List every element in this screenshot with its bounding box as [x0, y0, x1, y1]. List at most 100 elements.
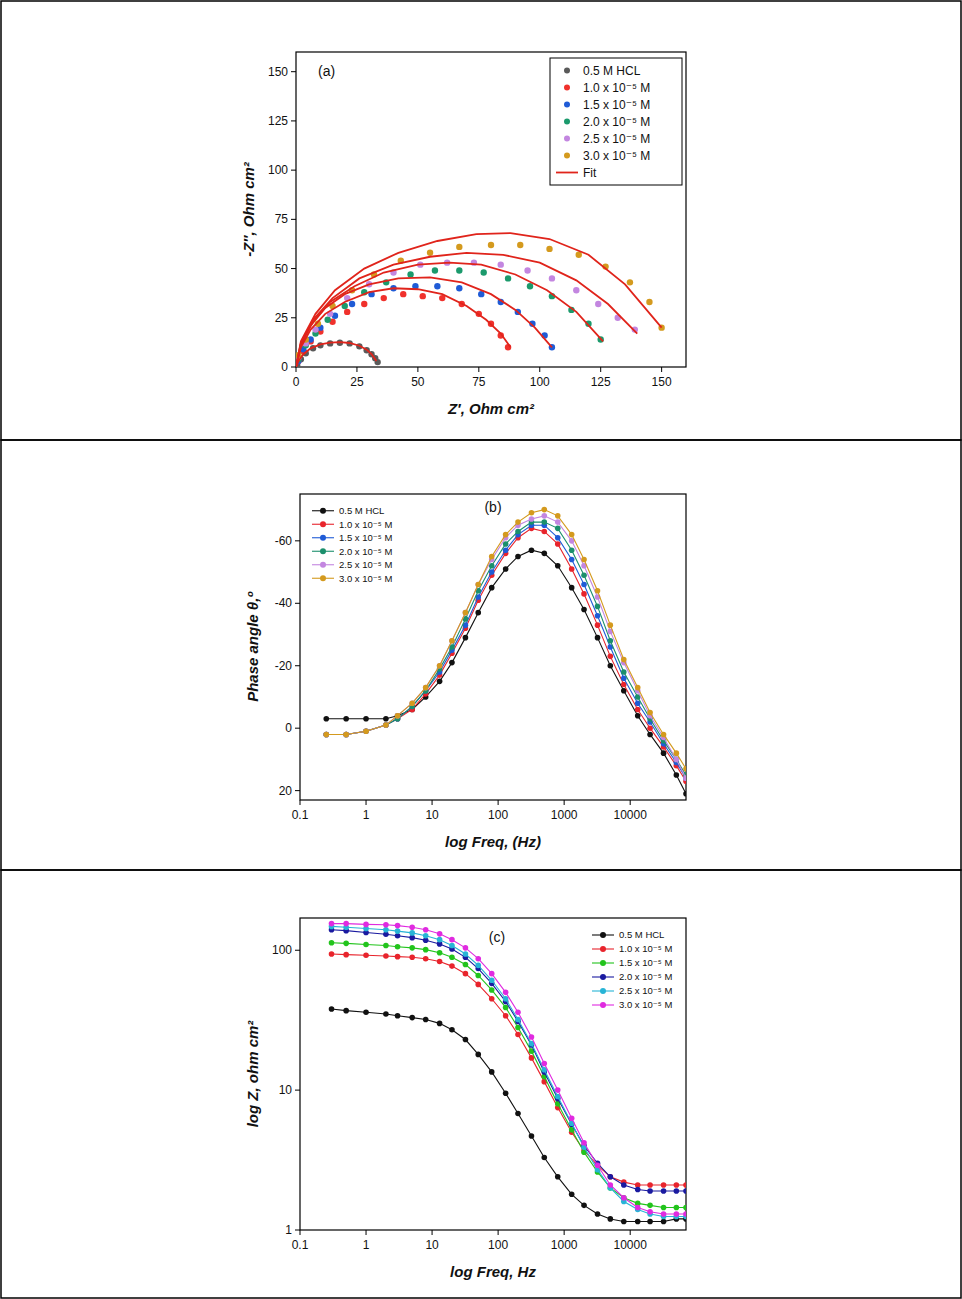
- data-point: [541, 519, 547, 525]
- data-point: [621, 1195, 627, 1201]
- data-point: [529, 547, 535, 553]
- data-point: [383, 722, 389, 728]
- x-tick-label: 100: [488, 808, 508, 822]
- data-point: [383, 953, 389, 959]
- data-point: [475, 982, 481, 988]
- series-line: [296, 263, 603, 367]
- data-point: [383, 927, 389, 933]
- plot-area: [323, 507, 686, 797]
- y-tick: [295, 728, 300, 729]
- data-point: [621, 657, 627, 663]
- data-point: [647, 732, 653, 738]
- data-point: [343, 732, 349, 738]
- plot-area: [296, 233, 665, 367]
- data-point: [608, 1216, 614, 1222]
- data-point: [395, 928, 401, 934]
- x-tick-label: 1: [363, 1238, 370, 1252]
- legend: 0.5 M HCL1.0 x 10⁻⁵ M1.5 x 10⁻⁵ M2.0 x 1…: [312, 505, 392, 584]
- x-tick-label: 10: [425, 808, 439, 822]
- data-point: [475, 963, 481, 969]
- panel-border: [1, 870, 961, 1298]
- legend-label: 0.5 M HCL: [583, 64, 641, 78]
- data-point: [395, 713, 401, 719]
- data-point: [409, 700, 415, 706]
- data-point: [661, 1205, 667, 1211]
- data-point: [363, 729, 369, 735]
- x-tick-label: 1000: [551, 1238, 578, 1252]
- data-point: [674, 750, 680, 756]
- data-point: [395, 713, 401, 719]
- data-point: [608, 638, 614, 644]
- data-point: [449, 937, 455, 943]
- data-point: [683, 766, 686, 772]
- data-point: [581, 1140, 587, 1146]
- data-point: [343, 952, 349, 958]
- y-tick: [291, 170, 296, 171]
- series: [329, 1006, 686, 1224]
- data-point: [503, 1090, 509, 1096]
- data-point: [627, 279, 633, 285]
- data-point: [423, 685, 429, 691]
- data-point: [674, 757, 680, 763]
- data-point: [363, 729, 369, 735]
- legend-marker: [600, 974, 606, 980]
- series-line: [296, 342, 376, 367]
- data-point: [383, 922, 389, 928]
- data-point: [423, 685, 429, 691]
- data-point: [515, 529, 521, 535]
- data-point: [395, 923, 401, 929]
- data-point: [323, 732, 329, 738]
- data-point: [437, 937, 443, 943]
- y-tick: [295, 540, 300, 541]
- y-tick: [291, 120, 296, 121]
- y-axis-label: log Z, ohm cm²: [244, 1020, 261, 1128]
- data-point: [515, 519, 521, 525]
- figure: 02550751001251500255075100125150Z′, Ohm …: [0, 0, 962, 1299]
- y-tick-label: 1: [285, 1223, 292, 1237]
- legend-marker: [320, 521, 326, 527]
- legend-label: Fit: [583, 166, 597, 180]
- data-point: [343, 732, 349, 738]
- data-point: [503, 541, 509, 547]
- data-point: [595, 635, 601, 641]
- series-line: [332, 926, 686, 1216]
- legend-label: 0.5 M HCL: [339, 505, 384, 516]
- data-point: [488, 242, 494, 248]
- x-tick: [478, 367, 479, 372]
- data-point: [647, 1188, 653, 1194]
- data-point: [463, 951, 469, 957]
- x-tick-label: 10: [425, 1238, 439, 1252]
- data-point: [363, 922, 369, 928]
- x-tick: [366, 1230, 367, 1235]
- y-tick: [291, 219, 296, 220]
- data-point: [363, 942, 369, 948]
- data-point: [595, 588, 601, 594]
- legend-label: 1.0 x 10⁻⁵ M: [339, 519, 392, 530]
- x-tick: [356, 367, 357, 372]
- data-point: [363, 953, 369, 959]
- series: [296, 340, 381, 367]
- x-tick-label: 10000: [614, 1238, 648, 1252]
- y-tick-label: 100: [268, 163, 288, 177]
- data-point: [529, 1133, 535, 1139]
- data-point: [329, 921, 335, 927]
- legend-label: 3.0 x 10⁻⁵ M: [619, 999, 672, 1010]
- data-point: [581, 582, 587, 588]
- y-tick-label: 20: [279, 784, 293, 798]
- data-point: [383, 716, 389, 722]
- data-point: [635, 707, 641, 713]
- data-point: [661, 1182, 667, 1188]
- data-point: [343, 732, 349, 738]
- x-axis-label: log Freq, (Hz): [445, 833, 541, 850]
- data-point: [395, 954, 401, 960]
- panel-border: [1, 1, 961, 440]
- y-tick: [291, 367, 296, 368]
- series: [323, 547, 686, 796]
- legend-label: 3.0 x 10⁻⁵ M: [339, 573, 392, 584]
- data-point: [621, 1219, 627, 1225]
- data-point: [515, 1017, 521, 1023]
- data-point: [463, 971, 469, 977]
- data-point: [635, 1187, 641, 1193]
- data-point: [456, 267, 462, 273]
- series-line: [326, 510, 686, 769]
